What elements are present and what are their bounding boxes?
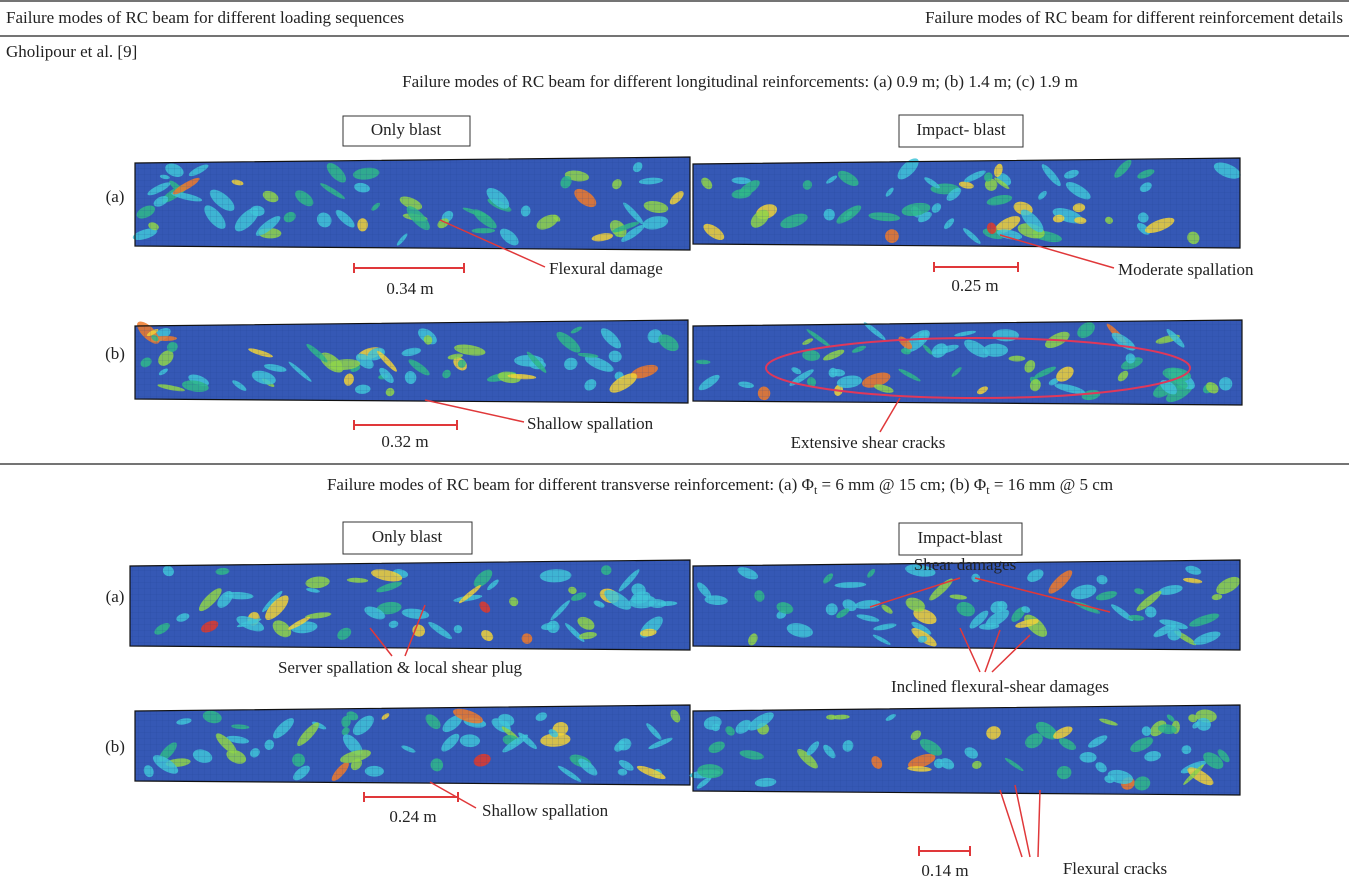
row-label: (a)	[106, 187, 125, 206]
beam-mesh	[692, 157, 1241, 249]
header-col2: Failure modes of RC beam for different r…	[925, 8, 1343, 27]
column-box	[898, 522, 1023, 556]
highlight-ellipse	[765, 337, 1191, 399]
annotation: Shallow spallation	[527, 414, 654, 433]
leader	[999, 234, 1115, 269]
row-label: (b)	[105, 737, 125, 756]
column-title: Only blast	[371, 120, 442, 139]
leader	[439, 219, 546, 268]
dimension-label: 0.24 m	[389, 807, 436, 826]
beam-mesh	[134, 156, 691, 251]
beam-mesh	[129, 559, 691, 651]
fe-beam-image	[692, 559, 1241, 651]
column-title: Only blast	[372, 527, 443, 546]
annotation: Moderate spallation	[1118, 260, 1254, 279]
column-box	[898, 114, 1024, 148]
section-caption: Failure modes of RC beam for different l…	[402, 72, 1078, 91]
row-label: (b)	[105, 344, 125, 363]
annotation: Flexural cracks	[1063, 859, 1167, 878]
fe-beam-image	[134, 319, 689, 404]
header-col1: Failure modes of RC beam for different l…	[6, 8, 404, 27]
annotation: Extensive shear cracks	[791, 433, 946, 452]
dimension-label: 0.25 m	[951, 276, 998, 295]
leader	[369, 604, 426, 657]
section-caption: Failure modes of RC beam for different t…	[327, 475, 1113, 497]
reference: Gholipour et al. [9]	[6, 42, 137, 61]
fe-beam-image	[132, 156, 691, 251]
leader	[999, 784, 1041, 858]
fe-beam-image	[129, 559, 691, 651]
fe-beam-image	[692, 319, 1243, 406]
dimension-label: 0.32 m	[381, 432, 428, 451]
fe-beam-image	[689, 704, 1241, 796]
beam-mesh	[692, 319, 1243, 406]
beam-mesh	[134, 704, 691, 786]
annotation: Shallow spallation	[482, 801, 609, 820]
column-box	[342, 115, 471, 147]
leader	[869, 577, 1111, 613]
dimension-label: 0.34 m	[386, 279, 433, 298]
dimension-label: 0.14 m	[921, 861, 968, 880]
annotation: Flexural damage	[549, 259, 663, 278]
fe-beam-image	[692, 157, 1241, 249]
beam-mesh	[692, 704, 1241, 796]
row-label: (a)	[106, 587, 125, 606]
leader	[424, 399, 525, 423]
annotation: Inclined flexural-shear damages	[891, 677, 1109, 696]
beam-mesh	[692, 559, 1241, 651]
column-box	[342, 521, 473, 555]
column-title: Impact- blast	[916, 120, 1005, 139]
leader	[959, 627, 1031, 673]
leader	[879, 397, 901, 433]
annotation: Server spallation & local shear plug	[278, 658, 523, 677]
annotation: Shear damages	[914, 555, 1016, 574]
beam-mesh	[134, 319, 689, 404]
leader	[429, 781, 477, 809]
fe-beam-image	[134, 704, 691, 786]
column-title: Impact-blast	[918, 528, 1003, 547]
